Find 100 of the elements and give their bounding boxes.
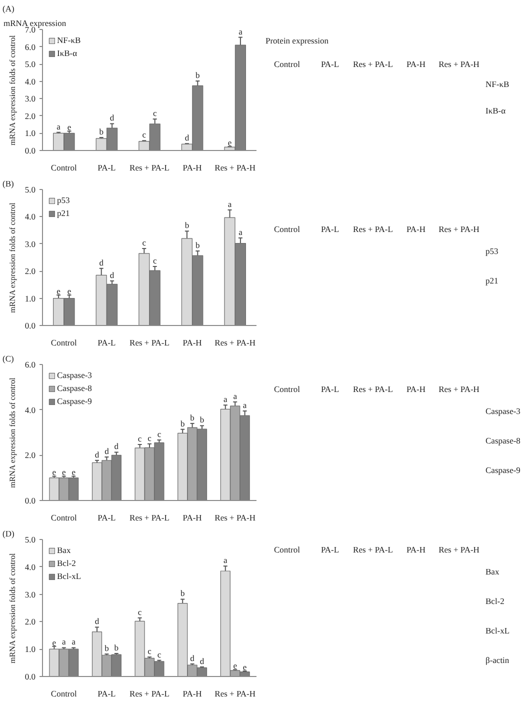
y-axis-title: mRNA expression folds of control (8, 202, 17, 313)
data-label: c (138, 606, 142, 617)
data-label: c (157, 649, 162, 660)
data-label: b (114, 642, 119, 652)
chart-title: (A) (2, 4, 14, 14)
legend-label: Bcl-2 (57, 558, 77, 568)
x-tick-label: Res + PA-L (130, 688, 170, 698)
data-label: c (138, 434, 142, 444)
data-label: e (72, 467, 76, 478)
category-label: Control (274, 224, 301, 234)
legend-label: NF-κB (57, 35, 81, 45)
data-label: b (200, 414, 204, 425)
legend-label: Bcl-xL (57, 571, 82, 581)
category-label: Res + PA-L (353, 384, 393, 394)
data-label: e (52, 637, 56, 648)
data-label: a (72, 636, 76, 647)
x-tick-label: Res + PA-H (214, 688, 256, 698)
y-tick-label: 6.0 (24, 360, 36, 370)
data-label: b (196, 240, 200, 250)
x-tick-label: Res + PA-L (130, 512, 170, 522)
x-tick-label: Res + PA-L (130, 338, 170, 348)
category-label: Control (274, 544, 301, 554)
legend-label: IκB-α (57, 48, 78, 58)
y-tick-label: 5.0 (24, 59, 36, 70)
chart-title: (C) (2, 354, 14, 364)
data-label: d (200, 656, 205, 666)
legend-label: Bax (57, 545, 72, 555)
data-label: e (67, 122, 72, 132)
data-label: d (94, 616, 100, 626)
category-label: β-actin (486, 655, 510, 666)
category-label: PA-L (320, 224, 340, 234)
data-label: a (233, 390, 238, 401)
data-label: a (224, 394, 228, 404)
data-label: c (142, 238, 146, 248)
y-tick-label: 0.0 (24, 146, 36, 156)
category-label: IκB-α (486, 105, 506, 116)
data-label: d (94, 449, 100, 460)
data-label: e (67, 286, 72, 296)
data-label: b (99, 126, 104, 137)
data-label: b (184, 220, 190, 230)
x-tick-label: Res + PA-H (214, 512, 256, 522)
y-tick-label: 5.0 (24, 534, 36, 544)
x-tick-label: PA-H (182, 162, 202, 172)
data-label: d (110, 270, 115, 280)
data-label: c (152, 255, 157, 266)
category-label: PA-H (406, 58, 426, 69)
x-tick-label: Res + PA-H (214, 338, 256, 348)
category-label: p21 (486, 275, 498, 286)
data-label: c (148, 646, 152, 656)
category-label: Res + PA-H (438, 224, 480, 234)
category-label: Bax (486, 566, 500, 576)
legend-label: Caspase-9 (57, 396, 92, 406)
data-label: b (180, 588, 185, 598)
y-axis-title: mRNA expression folds of control (8, 34, 17, 146)
category-label: p53 (486, 246, 498, 256)
data-label: c (157, 428, 162, 439)
data-label: d (99, 257, 104, 268)
data-label: b (180, 418, 185, 428)
y-tick-label: 3.0 (24, 238, 36, 249)
data-label: e (228, 138, 232, 148)
category-label: PA-L (320, 544, 340, 554)
chart-title: (B) (2, 178, 14, 188)
category-label: Control (274, 384, 301, 394)
category-label: Res + PA-L (353, 224, 393, 234)
x-tick-label: Control (50, 338, 78, 348)
category-label: PA-L (320, 384, 340, 394)
y-tick-label: 1.0 (24, 293, 36, 304)
category-label: Res + PA-L (353, 544, 393, 554)
legend-label: Caspase-8 (57, 383, 92, 393)
legend-label: p53 (57, 195, 71, 205)
y-tick-label: 1.0 (24, 128, 36, 138)
category-label: Res + PA-H (438, 58, 480, 69)
x-tick-label: PA-H (182, 338, 202, 348)
data-label: a (56, 121, 61, 132)
y-tick-label: 0.0 (24, 496, 36, 506)
y-tick-label: 4.0 (24, 404, 36, 415)
data-label: e (242, 662, 247, 672)
category-label: Res + PA-H (438, 544, 480, 554)
category-label: PA-H (406, 384, 426, 394)
data-label: e (62, 467, 66, 478)
chart-subtitle: mRNA expression (4, 18, 67, 28)
data-label: b (104, 643, 109, 654)
x-tick-label: Control (50, 162, 78, 172)
chart-title: (D) (2, 528, 14, 538)
x-tick-label: Res + PA-H (214, 162, 256, 172)
data-label: d (190, 652, 196, 663)
y-tick-label: 2.0 (24, 110, 36, 121)
data-label: e (56, 286, 61, 296)
data-label: a (224, 555, 228, 566)
y-tick-label: 4.0 (24, 562, 36, 572)
data-label: b (196, 70, 200, 80)
category-label: Bcl-xL (486, 626, 510, 636)
x-tick-label: PA-L (98, 688, 116, 698)
y-axis-title: mRNA expression folds of control (8, 552, 17, 664)
y-tick-label: 0.0 (24, 320, 36, 330)
x-tick-label: Control (50, 688, 78, 698)
y-axis-title: mRNA expression folds of control (8, 376, 17, 488)
category-label: Res + PA-H (438, 384, 480, 394)
category-label: Caspase-8 (486, 436, 520, 446)
y-tick-label: 4.0 (24, 212, 36, 222)
